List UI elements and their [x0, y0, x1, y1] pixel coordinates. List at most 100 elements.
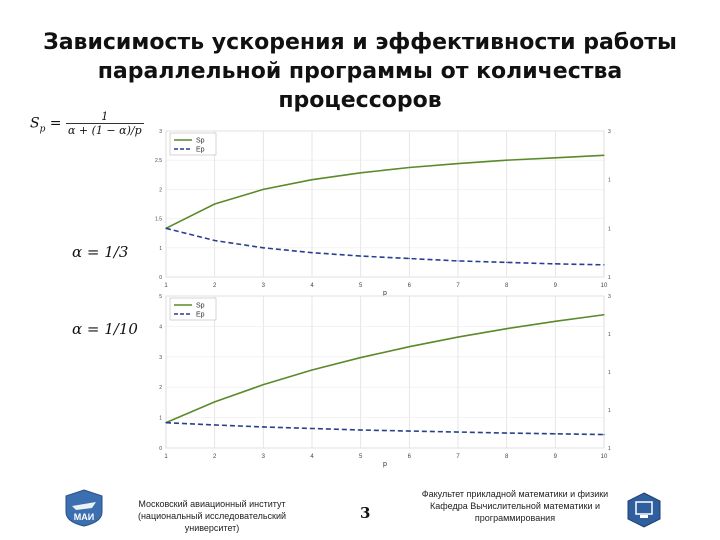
data-point-ep	[262, 426, 264, 428]
data-point-ep	[408, 430, 410, 432]
x-tick-label: 6	[408, 283, 412, 289]
y-tick-label-right: 3	[608, 129, 611, 135]
y-tick-label-left: 2	[159, 385, 162, 391]
series-line-sp	[165, 313, 605, 424]
data-point-ep	[603, 433, 605, 436]
x-tick-label: 7	[456, 283, 460, 289]
series-line-ep	[165, 227, 605, 266]
data-point-ep	[506, 261, 508, 263]
data-point-ep	[554, 433, 556, 435]
series-line-sp	[165, 154, 605, 230]
y-tick-label-right: 1	[608, 275, 611, 281]
data-point-sp	[262, 384, 264, 386]
mai-logo-icon: МАИ	[65, 489, 103, 527]
data-point-sp	[408, 346, 410, 348]
x-tick-label: 9	[554, 454, 558, 460]
footer-right-line3: программирования	[474, 513, 556, 523]
data-point-ep	[457, 260, 459, 262]
alpha-label-2: α = 1/10	[72, 320, 138, 338]
data-point-sp	[506, 328, 508, 330]
legend: Sp Ep	[169, 132, 217, 156]
plot-area	[165, 295, 605, 449]
y-tick-label-left: 0	[159, 446, 162, 452]
x-tick-label: 2	[213, 454, 217, 460]
y-tick-label-left: 4	[159, 324, 162, 330]
y-tick-label-right: 1	[608, 370, 611, 376]
x-tick-label: 5	[359, 454, 363, 460]
y-tick-label-right: 1	[608, 446, 611, 452]
data-point-ep	[214, 239, 216, 242]
data-point-ep	[165, 422, 167, 424]
title-line-2: параллельной программы от количества	[97, 59, 623, 84]
data-point-sp	[311, 179, 313, 181]
y-tick-label-left: 3	[159, 129, 162, 135]
y-tick-label-left: 1	[159, 416, 162, 422]
y-tick-label-left: 1.5	[155, 217, 162, 223]
title-line-3: процессоров	[278, 88, 442, 113]
footer-left-line1: Московский авиационный институт	[138, 499, 286, 509]
data-point-sp	[457, 336, 459, 338]
legend-label: Sp	[196, 303, 205, 310]
y-tick-label-left: 2	[159, 187, 162, 193]
legend-label: Ep	[196, 147, 205, 154]
x-axis-label: p	[383, 290, 387, 297]
data-point-sp	[360, 172, 362, 174]
x-axis-label: p	[383, 461, 387, 468]
y-tick-label-left: 2.5	[155, 158, 162, 164]
data-point-ep	[603, 264, 605, 266]
y-tick-label-right: 1	[608, 226, 611, 232]
data-point-ep	[408, 257, 410, 260]
y-tick-label-right: 1	[608, 332, 611, 338]
x-tick-label: 10	[601, 283, 608, 289]
x-tick-label: 5	[359, 283, 363, 289]
x-tick-label: 6	[408, 454, 412, 460]
data-point-ep	[506, 432, 508, 434]
logo-text: МАИ	[74, 512, 94, 522]
y-tick-label-right: 3	[608, 294, 611, 300]
x-tick-label: 1	[164, 454, 168, 460]
x-tick-label: 1	[164, 283, 168, 289]
slide-title: Зависимость ускорения и эффективности ра…	[40, 28, 680, 115]
formula-numerator: 1	[66, 110, 144, 124]
series-line-ep	[165, 421, 605, 436]
data-point-sp	[262, 188, 264, 190]
y-tick-label-left: 0	[159, 275, 162, 281]
x-tick-label: 3	[262, 454, 266, 460]
data-point-sp	[554, 320, 556, 322]
formula-eq: =	[45, 115, 66, 132]
formula-sub: p	[39, 124, 46, 135]
data-point-ep	[360, 255, 362, 257]
y-tick-label-left: 1	[159, 246, 162, 252]
data-point-sp	[214, 401, 216, 403]
x-tick-label: 9	[554, 283, 558, 289]
data-point-sp	[457, 163, 459, 165]
y-tick-label-left: 5	[159, 294, 162, 300]
formula-lhs: S	[30, 115, 40, 132]
formula-denominator: α + (1 − α)/p	[68, 124, 142, 137]
data-point-sp	[408, 166, 410, 169]
data-point-sp	[603, 314, 605, 316]
x-tick-label: 4	[310, 283, 314, 289]
x-tick-label: 8	[505, 283, 509, 289]
legend-box	[169, 132, 217, 156]
footer-right-line2: Кафедра Вычислительной математики и	[429, 501, 601, 511]
data-point-sp	[506, 159, 508, 161]
x-tick-label: 7	[456, 454, 460, 460]
x-tick-label: 3	[262, 283, 266, 289]
data-point-sp	[603, 154, 605, 156]
y-tick-label-right: 1	[608, 408, 611, 414]
data-point-sp	[554, 157, 556, 159]
data-point-sp	[360, 356, 362, 359]
footer-left-line2: (национальный исследовательский универси…	[137, 511, 287, 533]
footer-right-line1: Факультет прикладной математики и физики	[421, 489, 609, 499]
data-point-ep	[457, 431, 459, 433]
plot-area	[165, 130, 605, 278]
x-tick-label: 8	[505, 454, 509, 460]
department-logo-icon	[627, 492, 661, 528]
title-line-1: Зависимость ускорения и эффективности ра…	[43, 30, 677, 55]
footer-right: Факультет прикладной математики и физики…	[410, 488, 620, 524]
alpha-label-1: α = 1/3	[72, 243, 129, 261]
